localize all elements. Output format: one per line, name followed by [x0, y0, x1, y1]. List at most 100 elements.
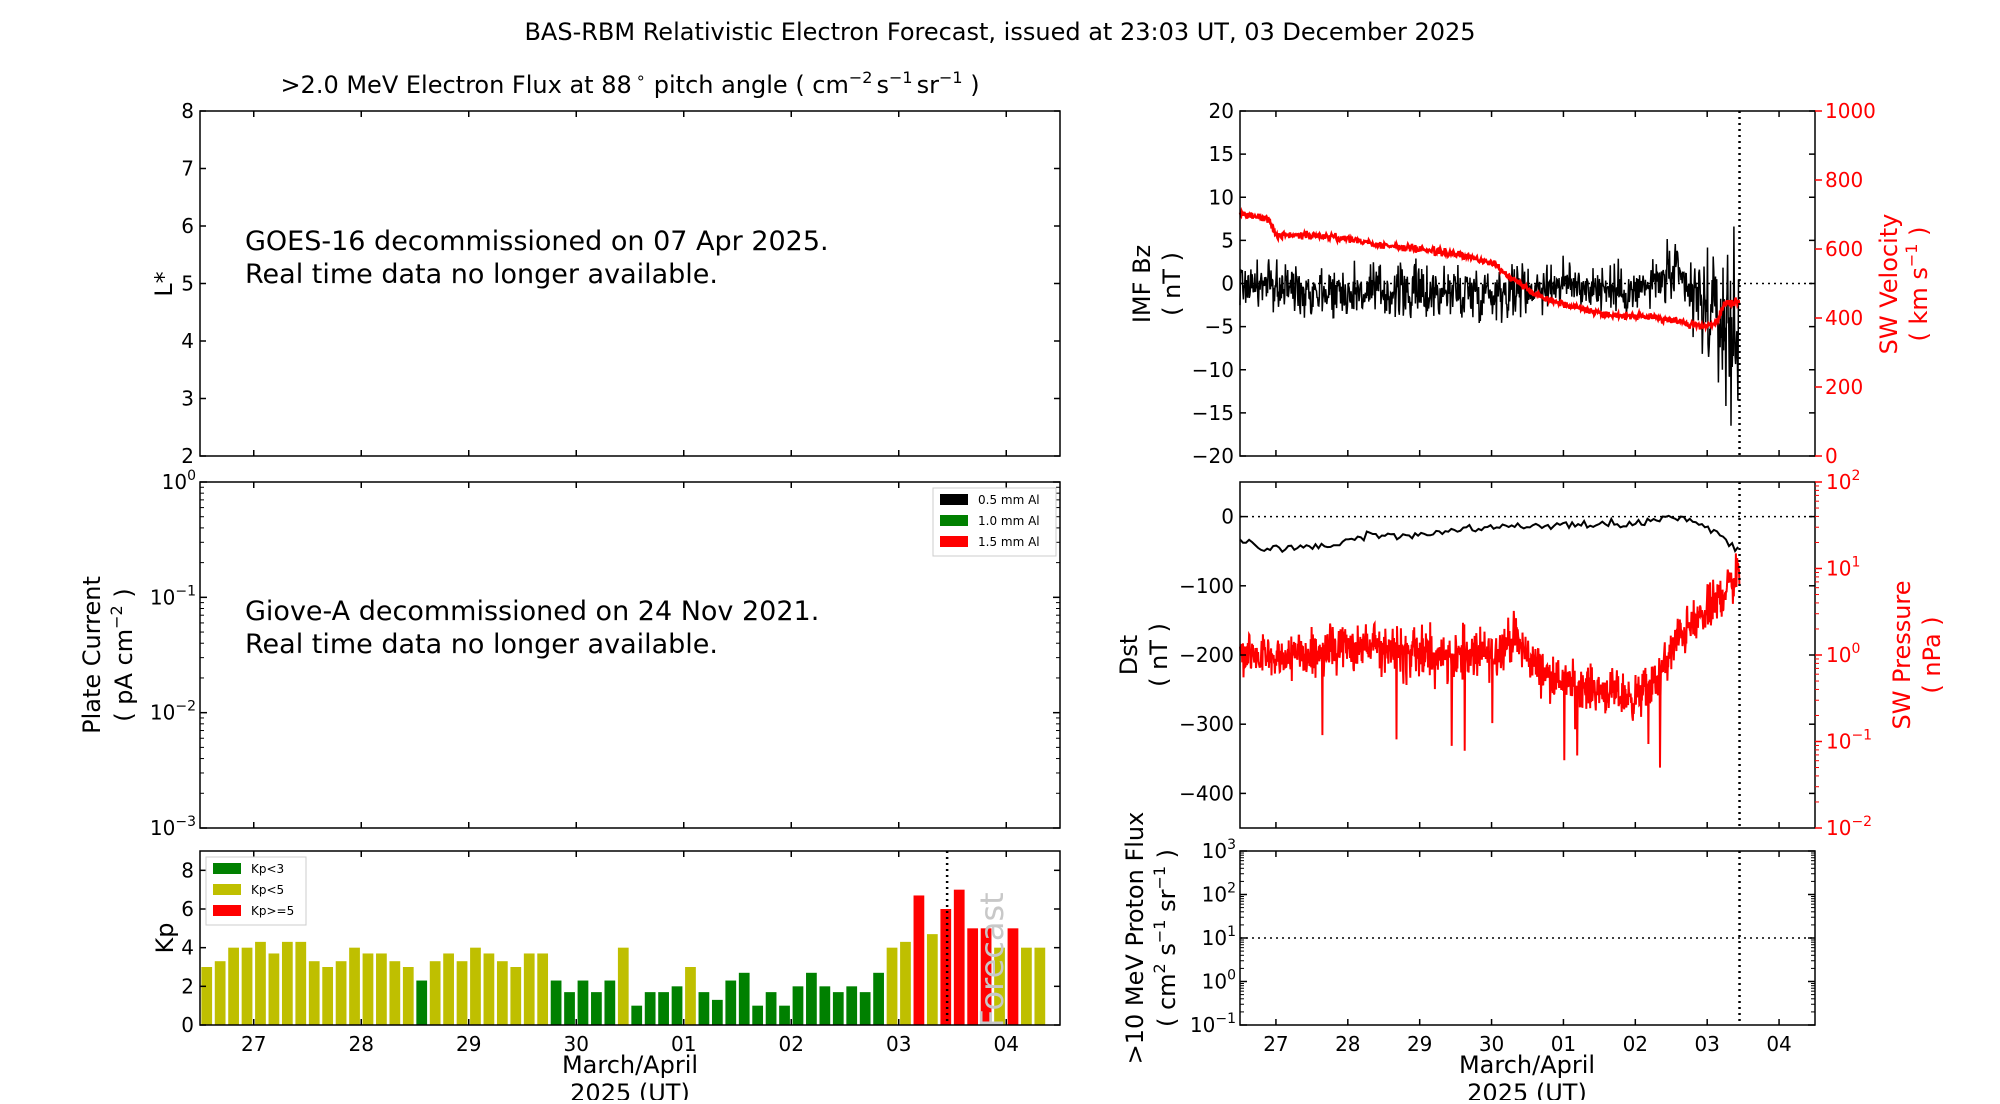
kp-y-label: Kp: [151, 923, 179, 954]
kp-bar: [376, 953, 387, 1025]
kp-bar: [362, 953, 374, 1025]
y-tick-label: 100: [1202, 968, 1236, 994]
proton-lines: [1240, 851, 1815, 1025]
kp-bar: [241, 947, 253, 1025]
y2-tick-label: 200: [1825, 375, 1863, 399]
y-tick-label: −5: [1205, 315, 1234, 339]
y2-tick-label: 1000: [1825, 99, 1876, 123]
kp-legend-label: Kp<5: [251, 883, 284, 897]
plate-message-line2: Real time data no longer available.: [245, 629, 718, 660]
kp-bar: [738, 972, 750, 1025]
kp-bar: [510, 967, 522, 1025]
plate-panel: 100 10−1 10−2 10−3 Plate Current ( pA cm−2 …: [78, 468, 1061, 840]
kp-bar: [268, 953, 280, 1025]
kp-bar: [658, 992, 669, 1025]
plate-legend-swatch-green: [940, 515, 968, 526]
y-tick-label: 8: [181, 99, 194, 123]
proton-x-axis: 27 28 29 30 01 02 03 04: [1263, 851, 1792, 1056]
flux-y-label: L*: [150, 271, 178, 296]
y2-tick-label: 400: [1825, 306, 1863, 330]
y-tick-label: 6: [181, 214, 194, 238]
kp-bar: [604, 980, 616, 1025]
y-tick-label: 103: [1202, 837, 1236, 863]
kp-plot-area: [199, 850, 1061, 1026]
y-tick-label: 5: [1221, 228, 1234, 252]
plate-legend-label: 0.5 mm Al: [978, 493, 1040, 507]
y-tick-label: 6: [181, 897, 194, 921]
plate-y-units: ( pA cm−2 ): [107, 588, 138, 721]
y-tick-label: 2: [181, 974, 194, 998]
y-tick-label: 0: [181, 1013, 194, 1037]
kp-bar: [967, 928, 979, 1025]
flux-message-line1: GOES-16 decommissioned on 07 Apr 2025.: [245, 226, 829, 257]
plate-legend-label: 1.5 mm Al: [978, 535, 1040, 549]
kp-bar: [765, 992, 777, 1025]
bz-lines: [1238, 111, 1815, 456]
y-tick-label: 2: [181, 444, 194, 468]
x-tick-label: 27: [1263, 1032, 1288, 1056]
y2-tick-label: 101: [1826, 555, 1860, 581]
kp-bar: [859, 992, 871, 1025]
kp-forecast-watermark: Forecast: [973, 892, 1011, 1027]
bz-panel: −20 −15 −10 −5 0 5 10 15 20 0 200 400 600 800 1000 IM…: [1128, 99, 1933, 468]
plate-message-line1: Giove-A decommissioned on 24 Nov 2021.: [245, 596, 819, 627]
kp-legend-label: Kp<3: [251, 862, 284, 876]
x-tick-label: 01: [671, 1032, 696, 1056]
kp-bar: [470, 947, 481, 1025]
kp-bar: [1021, 947, 1032, 1025]
kp-bar: [550, 980, 562, 1025]
y-tick-label: 4: [181, 329, 194, 353]
kp-bar: [752, 1005, 764, 1025]
y2-tick-label: 800: [1825, 168, 1863, 192]
proton-plot-area: [1239, 850, 1816, 1026]
kp-bar: [1034, 947, 1046, 1025]
kp-bar: [806, 972, 817, 1025]
x-tick-label: 02: [1623, 1032, 1648, 1056]
kp-bar: [644, 992, 656, 1025]
dst-lines: [1239, 482, 1815, 828]
kp-bar: [886, 947, 898, 1025]
kp-bar: [523, 953, 535, 1025]
y-tick-label: −15: [1192, 401, 1234, 425]
kp-bar: [617, 947, 629, 1025]
y-tick-label: 102: [1202, 881, 1236, 907]
kp-bar: [913, 895, 925, 1025]
bz-y2-units: ( km s−1 ): [1902, 227, 1933, 342]
kp-bars: [201, 889, 1046, 1025]
kp-legend: Kp<3 Kp<5 Kp>=5: [205, 856, 307, 926]
plate-plot-area: [199, 481, 1061, 829]
bz-y-units: ( nT ): [1158, 252, 1186, 316]
dst-y-axis: −400 −300 −200 −100 0: [1179, 505, 1815, 805]
kp-bar: [402, 967, 414, 1025]
kp-bar: [496, 961, 508, 1025]
y-tick-label: 3: [181, 387, 194, 411]
y-tick-label: 4: [181, 936, 194, 960]
kp-bar: [322, 967, 334, 1025]
y-tick-label: 8: [181, 858, 194, 882]
bz-y2-axis: 0 200 400 600 800 1000: [1815, 99, 1876, 468]
kp-bar: [389, 961, 401, 1025]
y-tick-label: 15: [1209, 142, 1234, 166]
sw-pressure-series-line: [1239, 553, 1741, 768]
kp-bar: [631, 1005, 643, 1025]
proton-y-units: ( cm2 s−1 sr−1 ): [1150, 849, 1181, 1027]
kp-x-label-line1: March/April: [562, 1051, 698, 1079]
proton-y-label: >10 MeV Proton Flux: [1121, 812, 1149, 1065]
sw-velocity-series-line: [1238, 206, 1741, 333]
x-tick-label: 30: [1479, 1032, 1504, 1056]
kp-legend-swatch-olive: [213, 884, 241, 895]
x-tick-label: 29: [456, 1032, 481, 1056]
figure-title: BAS-RBM Relativistic Electron Forecast, …: [524, 18, 1475, 46]
y-tick-label: 101: [1202, 924, 1236, 950]
kp-bar: [443, 953, 454, 1025]
y-tick-label: −300: [1179, 712, 1234, 736]
kp-legend-swatch-red: [213, 905, 241, 916]
bz-y-axis: −20 −15 −10 −5 0 5 10 15 20: [1192, 99, 1815, 468]
kp-bar: [953, 889, 965, 1025]
kp-bar: [711, 999, 723, 1025]
proton-x-label-line1: March/April: [1459, 1051, 1595, 1079]
plate-x-axis: [253, 482, 1007, 828]
kp-bar: [349, 947, 360, 1025]
kp-bar: [228, 947, 239, 1025]
